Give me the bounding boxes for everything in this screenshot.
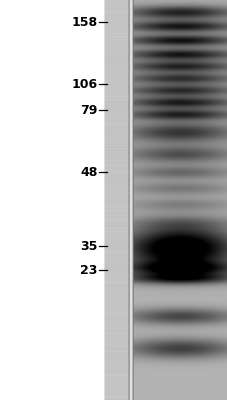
Text: 35: 35 [80,240,97,252]
Text: 106: 106 [72,78,97,90]
Text: 79: 79 [80,104,97,116]
Text: 23: 23 [80,264,97,276]
Text: 48: 48 [80,166,97,178]
Text: 158: 158 [72,16,97,28]
